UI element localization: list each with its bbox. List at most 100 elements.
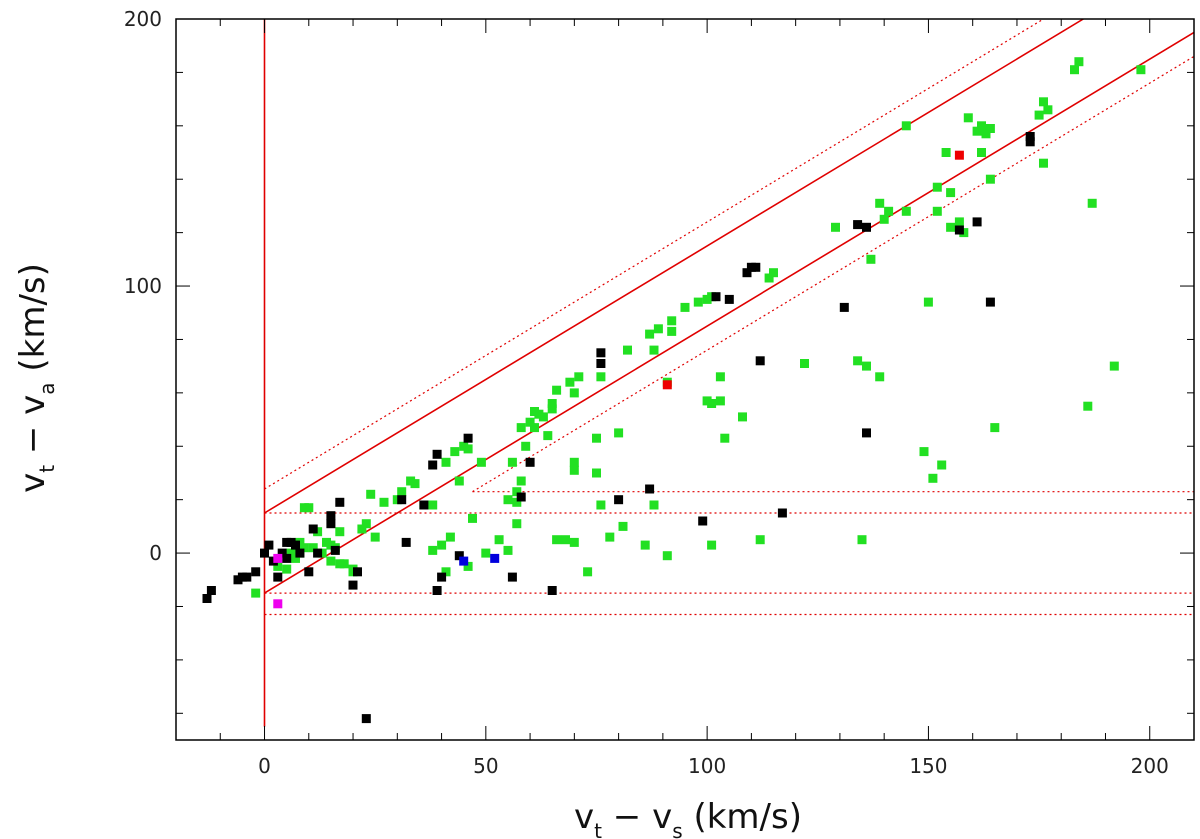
y-axis-label: vt − va (km/s) [13,263,59,493]
data-point-black [853,220,863,230]
guide-line-solid [264,19,1084,514]
data-point-black [313,548,323,558]
data-point-green [441,567,451,577]
data-point-black [335,497,345,507]
data-point-black [326,511,336,521]
data-point-green [831,222,840,232]
data-point-green [1109,361,1119,371]
data-point-green [326,556,336,566]
x-tick-label: 100 [688,754,726,778]
data-point-green [512,487,522,497]
data-point-green [507,457,517,467]
data-point-green [361,519,371,529]
data-point-green [985,174,995,184]
data-point-green [291,553,300,563]
data-point-green [901,206,911,216]
data-point-green [441,457,451,467]
data-point-black [516,492,526,502]
data-point-green [667,326,677,336]
data-point-green [366,489,376,499]
data-point-black [326,519,336,529]
y-tick-label: 0 [149,541,162,565]
data-point-green [715,396,725,406]
data-point-green [428,545,438,555]
data-point-green [450,447,460,457]
data-point-green [512,497,522,507]
data-point-black [645,484,655,494]
data-point-green [569,465,579,475]
data-point-green [653,324,663,334]
data-point-green [521,441,531,451]
data-point-green [476,457,486,467]
data-point-green [286,548,296,558]
data-point-green [596,372,606,382]
data-point-green [463,444,473,454]
data-point-green [552,385,562,395]
y-tick-label: 200 [124,7,162,31]
data-point-green [862,361,871,371]
data-point-green [339,559,349,569]
plot-frame [175,18,1195,741]
data-point-green [299,543,309,553]
data-point-green [463,561,473,571]
data-point-black [698,516,708,526]
data-point-black [304,567,314,577]
x-tick-label: 0 [258,754,271,778]
data-point-green [919,447,929,457]
data-point-green [879,214,889,224]
data-point-green [928,473,938,483]
data-points [202,57,1146,724]
data-point-black [428,460,438,470]
data-point-green [516,476,526,486]
data-point-green [769,268,778,278]
data-point-black [1025,132,1035,141]
data-point-black [260,548,269,558]
guide-lines [263,19,1194,727]
data-point-green [1034,110,1044,120]
data-point-green [715,372,725,382]
data-point-green [273,561,283,571]
data-point-green [693,297,703,307]
data-point-black [432,586,442,595]
data-point-black [437,572,447,582]
data-point-green [1087,198,1097,208]
data-point-green [1039,158,1048,168]
data-point-green [866,254,876,264]
data-point-black [291,540,300,550]
data-point-green [645,329,655,339]
data-point-green [640,540,650,550]
data-point-green [963,113,973,123]
data-point-green [937,460,947,470]
data-point-green [662,551,672,561]
data-point-green [503,495,513,505]
data-point-green [445,532,455,542]
data-point-green [946,222,956,232]
data-point-blue [490,553,500,563]
data-point-black [777,508,787,518]
data-point-black [507,572,517,582]
data-point-green [569,537,579,547]
data-point-green [977,148,986,157]
data-point-black [295,548,305,558]
guide-line-solid [264,31,1194,594]
data-point-black [348,580,358,590]
data-point-black [432,449,442,459]
data-point-green [251,588,261,598]
data-point-green [667,316,677,326]
data-point-black [330,545,340,555]
guide-line-dotted [472,55,1194,493]
data-point-green [1043,105,1053,115]
data-point-black [596,348,606,358]
data-point-black [361,714,371,724]
data-point-green [764,273,774,283]
data-point-green [875,198,885,208]
data-point-green [884,206,894,216]
data-point-black [614,495,624,505]
data-point-green [308,543,318,553]
data-point-green [649,500,659,510]
data-point-green [299,503,309,513]
data-point-green [720,433,730,443]
data-point-green [707,540,717,550]
axis-ticks [175,18,1195,740]
data-point-green [941,148,951,157]
